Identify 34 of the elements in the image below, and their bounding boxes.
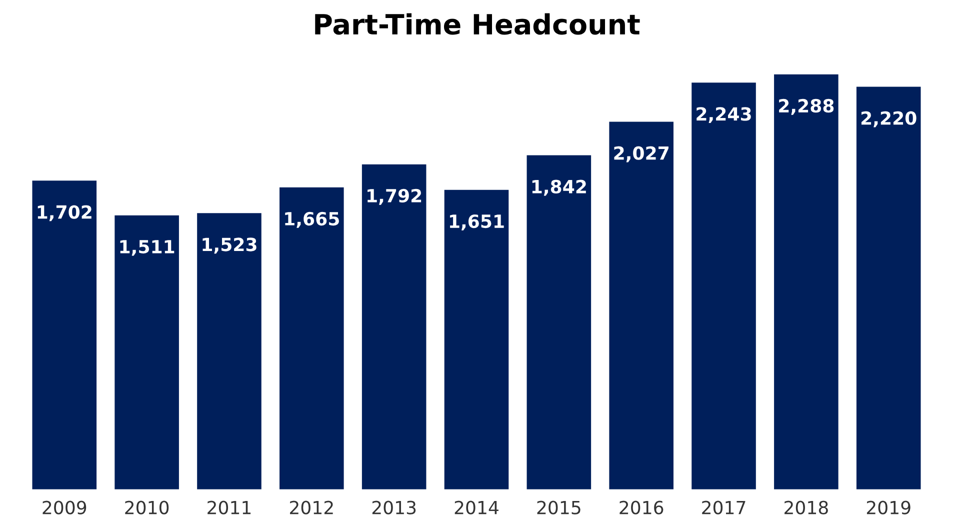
data-label: 1,523 <box>202 238 256 254</box>
bar <box>609 122 674 490</box>
data-label: 1,651 <box>450 214 504 230</box>
x-tick-label: 2019 <box>866 500 910 514</box>
bar <box>114 215 179 490</box>
x-tick-label: 2010 <box>125 500 169 514</box>
bar <box>197 213 262 490</box>
x-tick-label: 2018 <box>784 500 828 514</box>
data-label: 2,220 <box>861 111 916 128</box>
data-label: 2,027 <box>614 146 668 162</box>
bar <box>362 164 426 490</box>
x-tick-label: 2014 <box>454 500 498 514</box>
data-label: 1,665 <box>285 212 339 228</box>
x-tick-label: 2013 <box>372 500 416 514</box>
x-tick-label: 2017 <box>702 500 746 514</box>
bar <box>856 86 921 490</box>
bar <box>280 187 344 490</box>
data-label: 1,702 <box>38 205 92 222</box>
chart-title: Part-Time Headcount <box>315 13 640 35</box>
x-tick-label: 2016 <box>620 500 664 514</box>
data-label: 2,243 <box>696 107 751 124</box>
bar <box>32 180 97 490</box>
bar <box>444 190 509 490</box>
bar <box>526 155 592 490</box>
data-label: 1,511 <box>120 240 174 256</box>
bar <box>692 82 756 490</box>
x-tick-label: 2015 <box>537 500 580 514</box>
data-label: 2,288 <box>779 98 834 115</box>
x-tick-label: 2011 <box>208 500 251 514</box>
bar <box>774 74 838 490</box>
data-label: 1,792 <box>368 188 422 205</box>
x-tick-label: 2012 <box>290 500 333 514</box>
data-label: 1,842 <box>532 180 586 196</box>
x-tick-label: 2009 <box>42 500 86 514</box>
